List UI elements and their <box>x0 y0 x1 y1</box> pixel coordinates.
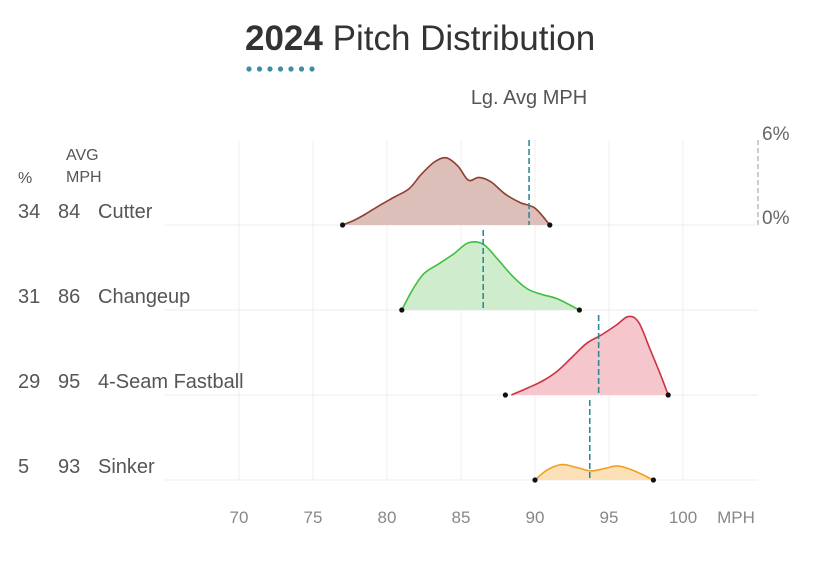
avg-header-line2: MPH <box>66 169 102 186</box>
scale-bottom-label: 0% <box>762 208 790 229</box>
title-rest: Pitch Distribution <box>323 19 595 58</box>
title-dot <box>298 66 305 72</box>
density-line-cutter <box>342 156 551 226</box>
ridges <box>340 140 671 483</box>
row-name-4-seam-fastball: 4-Seam Fastball <box>98 371 244 393</box>
ridge-4-seam-fastball <box>502 315 671 398</box>
density-area-cutter <box>342 157 550 225</box>
x-axis: 70 75 80 85 90 95 100 MPH <box>230 508 755 527</box>
x-tick-label: 90 <box>526 508 545 527</box>
min-dot-4-seam-fastball <box>502 392 508 398</box>
row-avg-sinker: 93 <box>58 456 80 478</box>
row-pct-4-seam-fastball: 29 <box>18 371 40 393</box>
avg-header-line1: AVG <box>66 147 99 164</box>
row-name-sinker: Sinker <box>98 456 155 478</box>
x-tick-label: 95 <box>600 508 619 527</box>
row-name-changeup: Changeup <box>98 286 190 308</box>
ridge-changeup <box>399 230 583 313</box>
x-tick-label: 75 <box>304 508 323 527</box>
title-dot <box>309 66 315 72</box>
min-dot-sinker <box>532 477 538 483</box>
x-unit-label: MPH <box>717 508 755 527</box>
title-dot <box>267 66 273 72</box>
max-dot-4-seam-fastball <box>665 392 671 398</box>
ridge-cutter <box>340 140 553 228</box>
title-dot <box>277 66 284 72</box>
lg-avg-label: Lg. Avg MPH <box>471 87 587 109</box>
row-avg-cutter: 84 <box>58 201 80 223</box>
x-tick-label: 85 <box>452 508 471 527</box>
row-pct-cutter: 34 <box>18 201 40 223</box>
x-tick-label: 100 <box>669 508 697 527</box>
title-dot <box>256 66 263 72</box>
ridge-sinker <box>532 400 657 483</box>
title-dot <box>288 66 294 72</box>
title-dot <box>246 66 252 72</box>
x-tick-label: 70 <box>230 508 249 527</box>
row-avg-4-seam-fastball: 95 <box>58 371 80 393</box>
scale-top-label: 6% <box>762 124 790 145</box>
x-tick-label: 80 <box>378 508 397 527</box>
min-dot-cutter <box>340 222 346 228</box>
title-underline-dots <box>246 66 315 72</box>
row-avg-changeup: 86 <box>58 286 80 308</box>
min-dot-changeup <box>399 307 405 313</box>
chart-title: 2024 Pitch Distribution <box>245 19 595 58</box>
max-dot-changeup <box>576 307 583 313</box>
max-dot-cutter <box>547 222 553 228</box>
max-dot-sinker <box>650 477 657 483</box>
pct-header: % <box>18 170 32 187</box>
density-line-4-seam-fastball <box>511 315 669 396</box>
density-line-sinker <box>534 463 654 481</box>
row-labels: 34 84 Cutter 31 86 Changeup 29 95 4-Seam Fastbal… <box>18 201 244 478</box>
row-name-cutter: Cutter <box>98 201 153 223</box>
row-pct-changeup: 31 <box>18 286 40 308</box>
density-area-sinker <box>535 464 654 480</box>
title-year: 2024 <box>245 19 323 58</box>
row-pct-sinker: 5 <box>18 456 29 478</box>
density-area-4-seam-fastball <box>511 316 669 395</box>
